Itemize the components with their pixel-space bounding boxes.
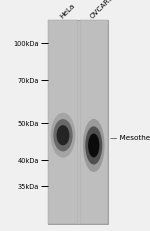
Text: 70kDa: 70kDa [18, 78, 39, 84]
Ellipse shape [83, 119, 105, 172]
Ellipse shape [51, 113, 75, 158]
Text: — Mesothelin: — Mesothelin [110, 135, 150, 141]
Text: 35kDa: 35kDa [18, 183, 39, 189]
Text: HeLa: HeLa [59, 3, 76, 20]
Ellipse shape [88, 134, 99, 158]
Text: OVCAR3: OVCAR3 [90, 0, 115, 20]
Ellipse shape [85, 127, 102, 165]
Text: 100kDa: 100kDa [13, 41, 39, 47]
Ellipse shape [57, 126, 69, 146]
Bar [48, 21, 78, 224]
Bar [48, 21, 108, 224]
Text: 50kDa: 50kDa [18, 120, 39, 126]
Ellipse shape [53, 120, 73, 152]
Bar [80, 21, 108, 224]
Text: 40kDa: 40kDa [18, 157, 39, 163]
